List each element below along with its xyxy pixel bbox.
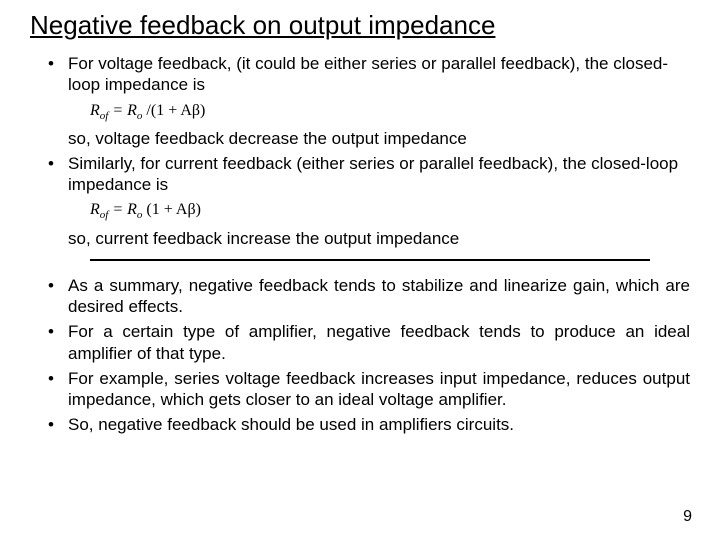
slide-title: Negative feedback on output impedance: [30, 10, 690, 41]
bullet-item: So, negative feedback should be used in …: [30, 414, 690, 435]
formula-current: Rof = Ro (1 + Aβ): [30, 201, 690, 221]
bullet-item: For example, series voltage feedback inc…: [30, 368, 690, 411]
formula-voltage: Rof = Ro /(1 + Aβ): [30, 102, 690, 122]
continuation-text: so, voltage feedback decrease the output…: [30, 128, 690, 149]
bullet-item: For voltage feedback, (it could be eithe…: [30, 53, 690, 96]
page-number: 9: [683, 508, 692, 526]
continuation-text: so, current feedback increase the output…: [30, 228, 690, 249]
bullet-item: For a certain type of amplifier, negativ…: [30, 321, 690, 364]
section-divider: [90, 259, 650, 261]
bullet-item: Similarly, for current feedback (either …: [30, 153, 690, 196]
bullet-item: As a summary, negative feedback tends to…: [30, 275, 690, 318]
